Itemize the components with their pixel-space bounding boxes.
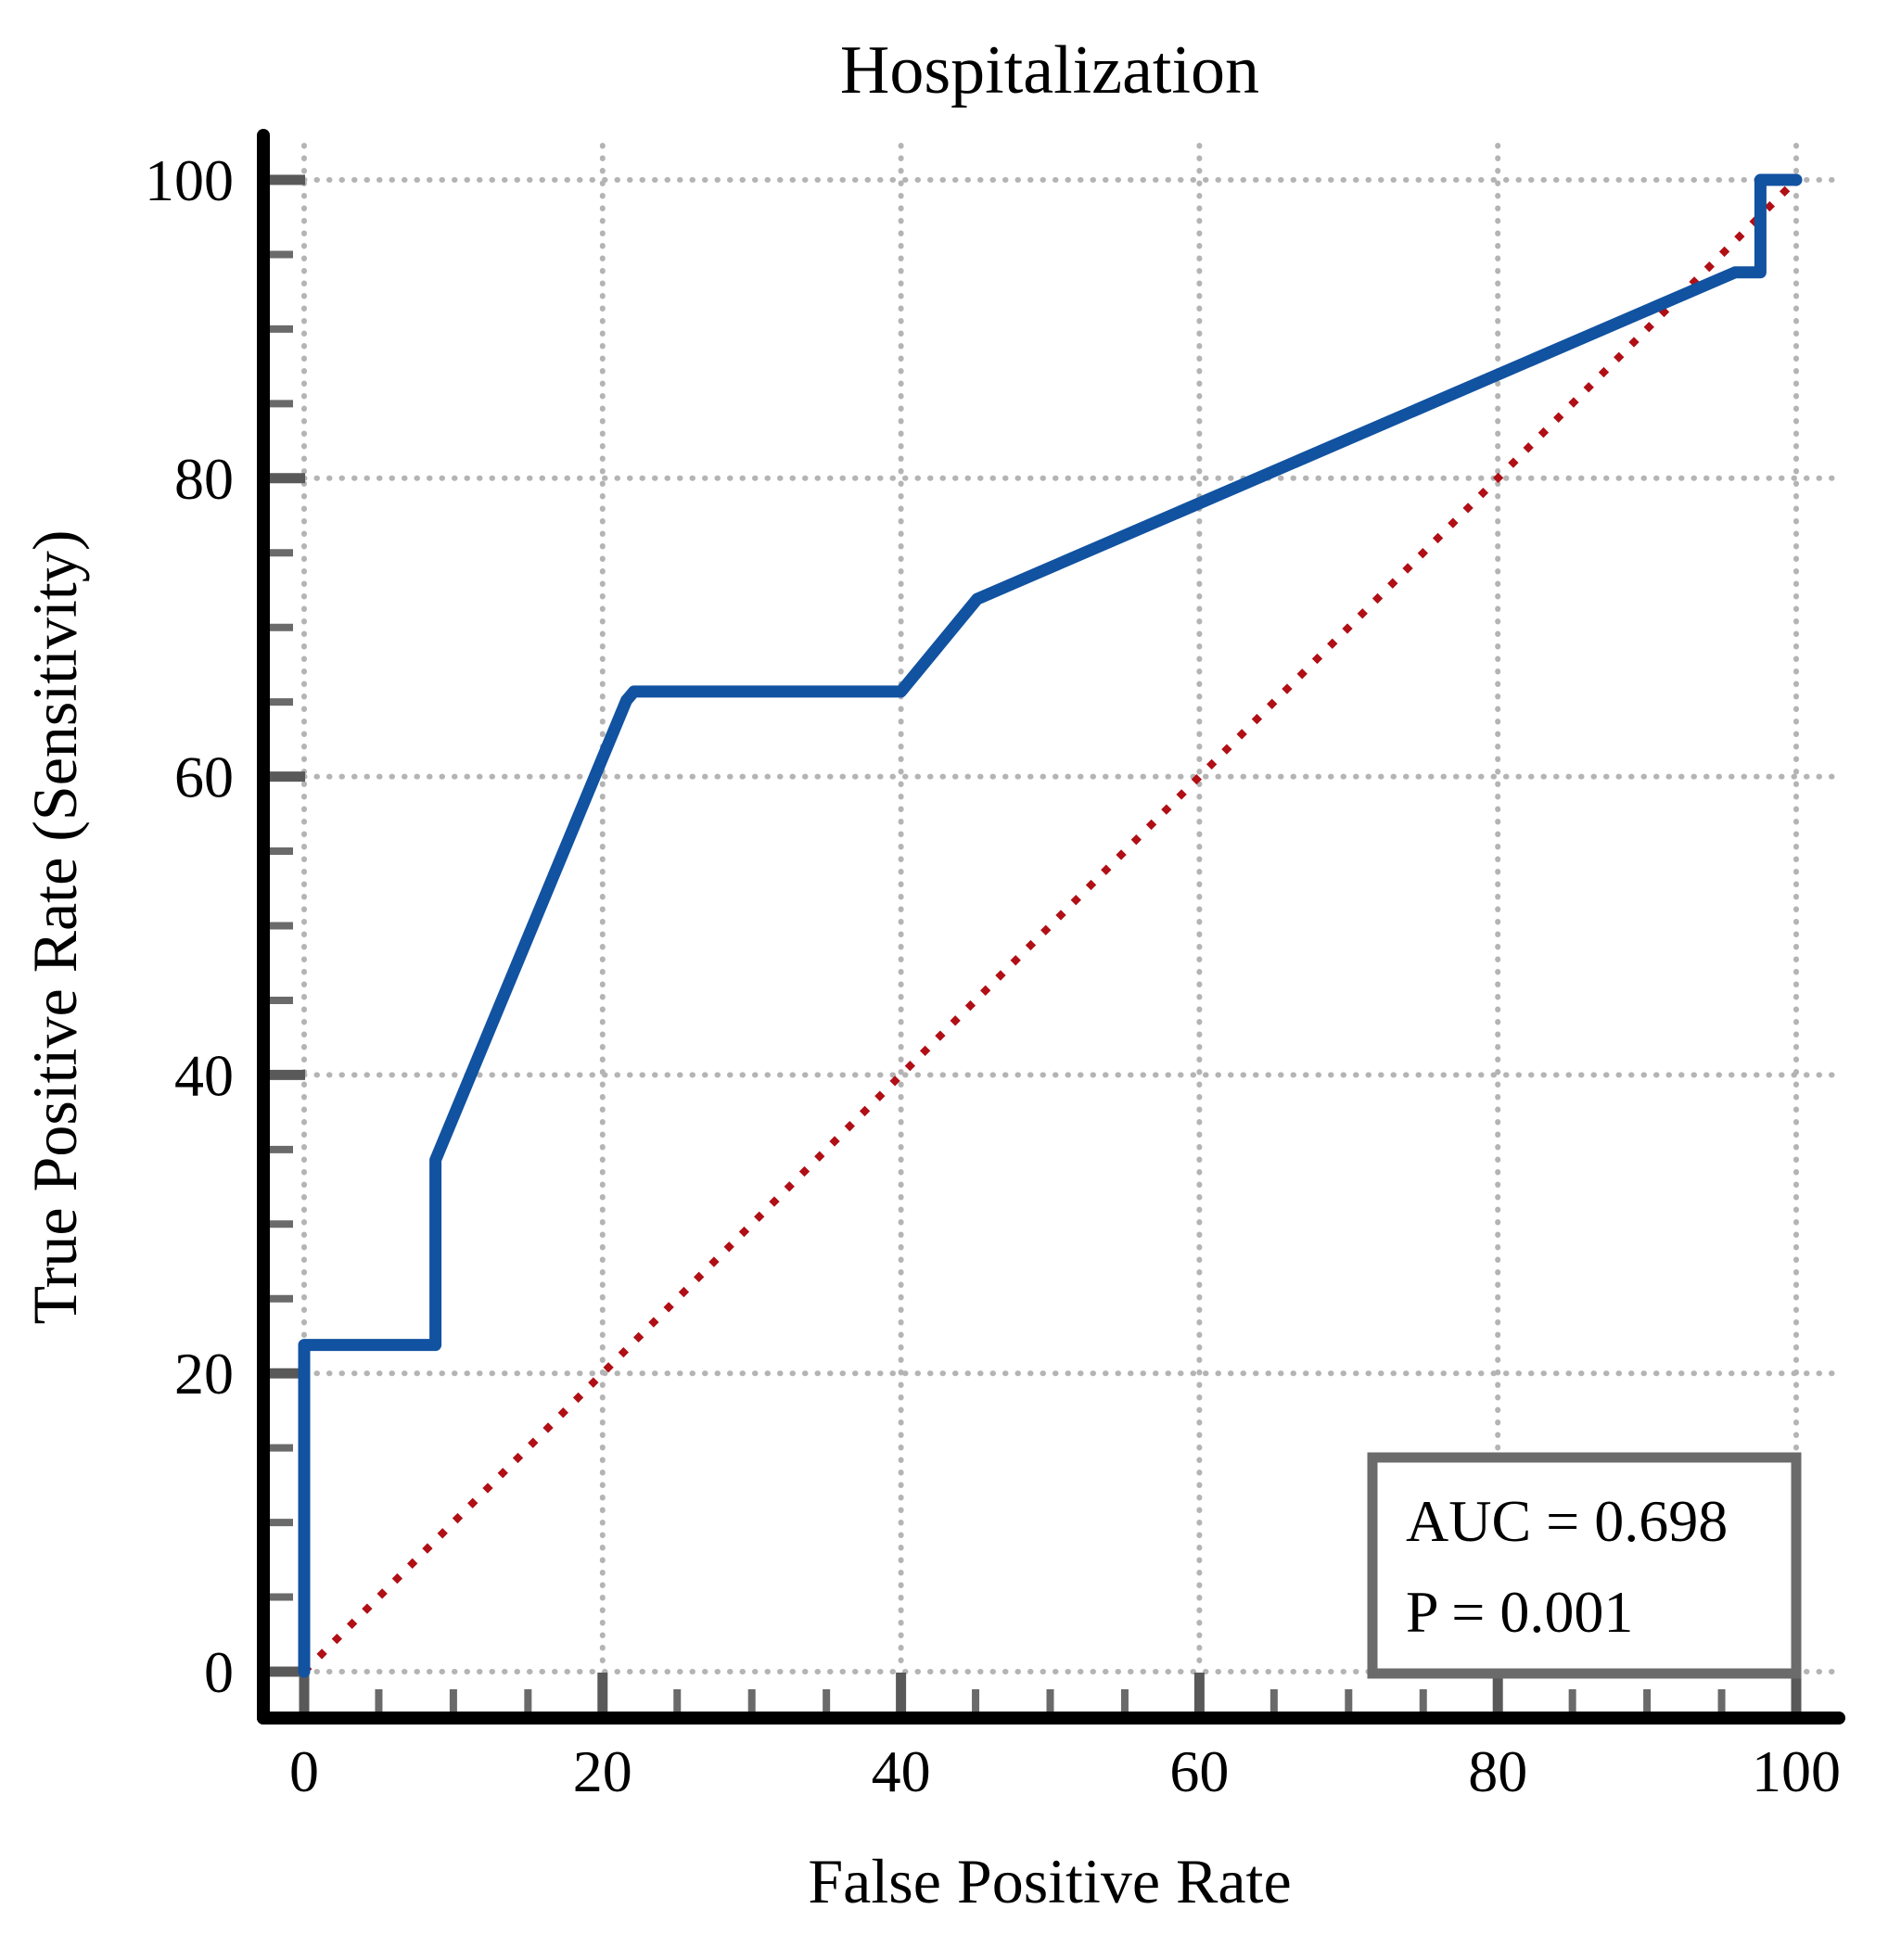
y-tick-label: 80: [174, 446, 234, 512]
x-tick-label: 60: [1169, 1738, 1229, 1804]
y-axis-label: True Positive Rate (Sensitivity): [19, 530, 90, 1325]
x-tick-label: 40: [872, 1738, 931, 1804]
p-value-label: P = 0.001: [1406, 1579, 1633, 1645]
y-tick-label: 20: [174, 1341, 234, 1406]
roc-curve-line: [298, 173, 1803, 1678]
x-axis-label: False Positive Rate: [808, 1846, 1291, 1916]
x-tick-label: 20: [573, 1738, 632, 1804]
x-tick-label: 80: [1468, 1738, 1527, 1804]
chart-title: Hospitalization: [840, 32, 1259, 108]
axis-spines: [257, 129, 1845, 1725]
auc-annotation-box: [1367, 1452, 1802, 1679]
auc-value-label: AUC = 0.698: [1406, 1488, 1728, 1554]
y-tick-label: 100: [145, 147, 234, 213]
y-tick-label: 40: [174, 1042, 234, 1108]
axis-ticks: [266, 174, 1802, 1713]
y-tick-label: 0: [204, 1639, 234, 1705]
x-tick-label: 0: [289, 1738, 319, 1804]
tick-labels: 0 20 40 60 80 100 0 20 40 60 80 100: [145, 147, 1841, 1804]
gridlines: [301, 143, 1844, 1674]
x-tick-label: 100: [1752, 1738, 1841, 1804]
y-tick-label: 60: [174, 745, 234, 810]
